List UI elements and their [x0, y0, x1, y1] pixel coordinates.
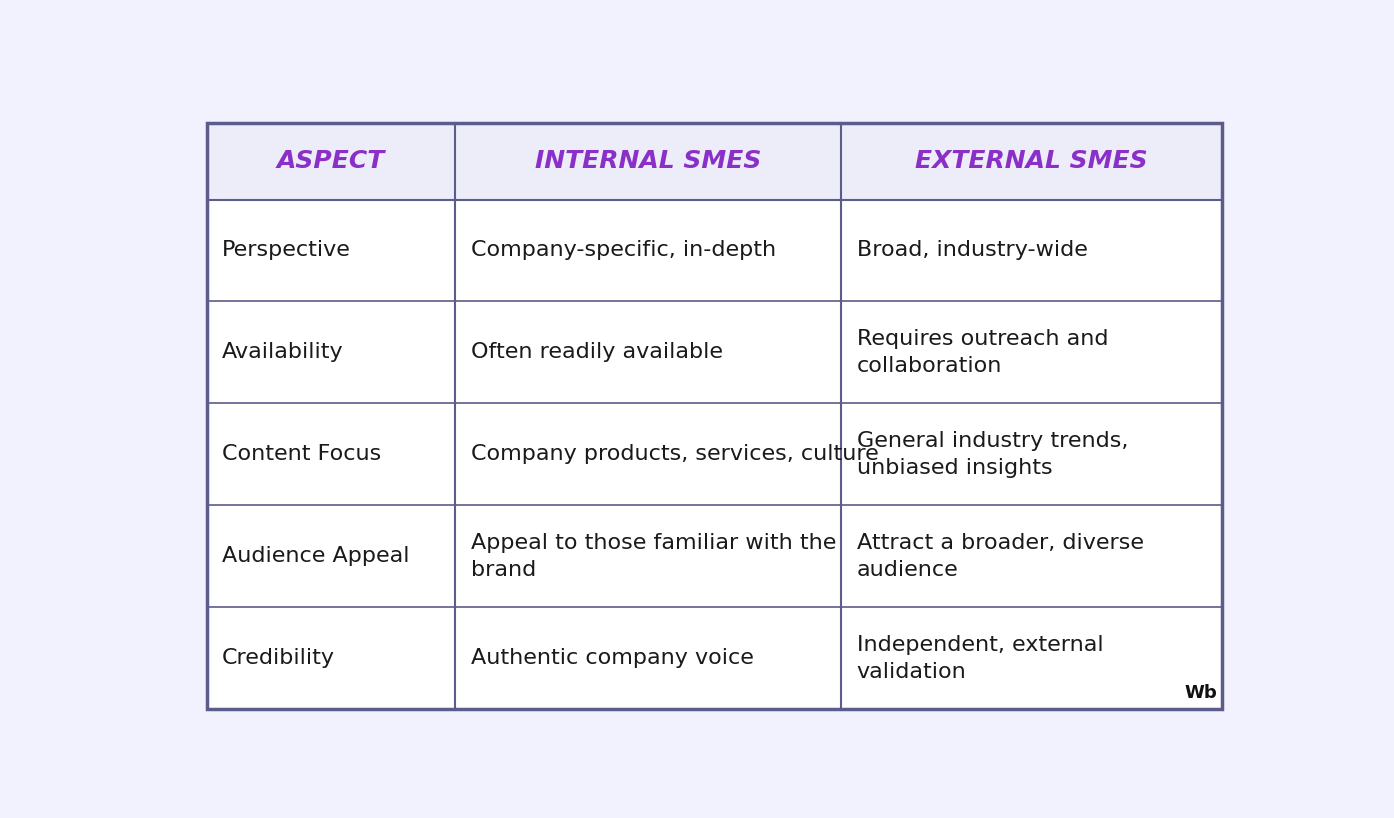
- Text: Company products, services, culture: Company products, services, culture: [471, 444, 878, 465]
- Text: Company-specific, in-depth: Company-specific, in-depth: [471, 240, 776, 260]
- Text: General industry trends,
unbiased insights: General industry trends, unbiased insigh…: [856, 431, 1128, 478]
- Text: Content Focus: Content Focus: [222, 444, 381, 465]
- Text: Authentic company voice: Authentic company voice: [471, 648, 754, 668]
- Text: Audience Appeal: Audience Appeal: [222, 546, 410, 566]
- Text: Attract a broader, diverse
audience: Attract a broader, diverse audience: [856, 533, 1143, 580]
- Bar: [206, 200, 1223, 709]
- Bar: [206, 124, 1223, 200]
- Text: ASPECT: ASPECT: [277, 150, 385, 173]
- Text: Appeal to those familiar with the
brand: Appeal to those familiar with the brand: [471, 533, 836, 580]
- Text: Perspective: Perspective: [222, 240, 351, 260]
- Text: Often readily available: Often readily available: [471, 343, 722, 362]
- Text: Credibility: Credibility: [222, 648, 335, 668]
- Text: Availability: Availability: [222, 343, 343, 362]
- Text: INTERNAL SMES: INTERNAL SMES: [535, 150, 761, 173]
- Text: Broad, industry-wide: Broad, industry-wide: [856, 240, 1087, 260]
- Text: Wb: Wb: [1184, 684, 1217, 702]
- Text: Independent, external
validation: Independent, external validation: [856, 635, 1103, 681]
- Text: Requires outreach and
collaboration: Requires outreach and collaboration: [856, 329, 1108, 376]
- Text: EXTERNAL SMES: EXTERNAL SMES: [916, 150, 1149, 173]
